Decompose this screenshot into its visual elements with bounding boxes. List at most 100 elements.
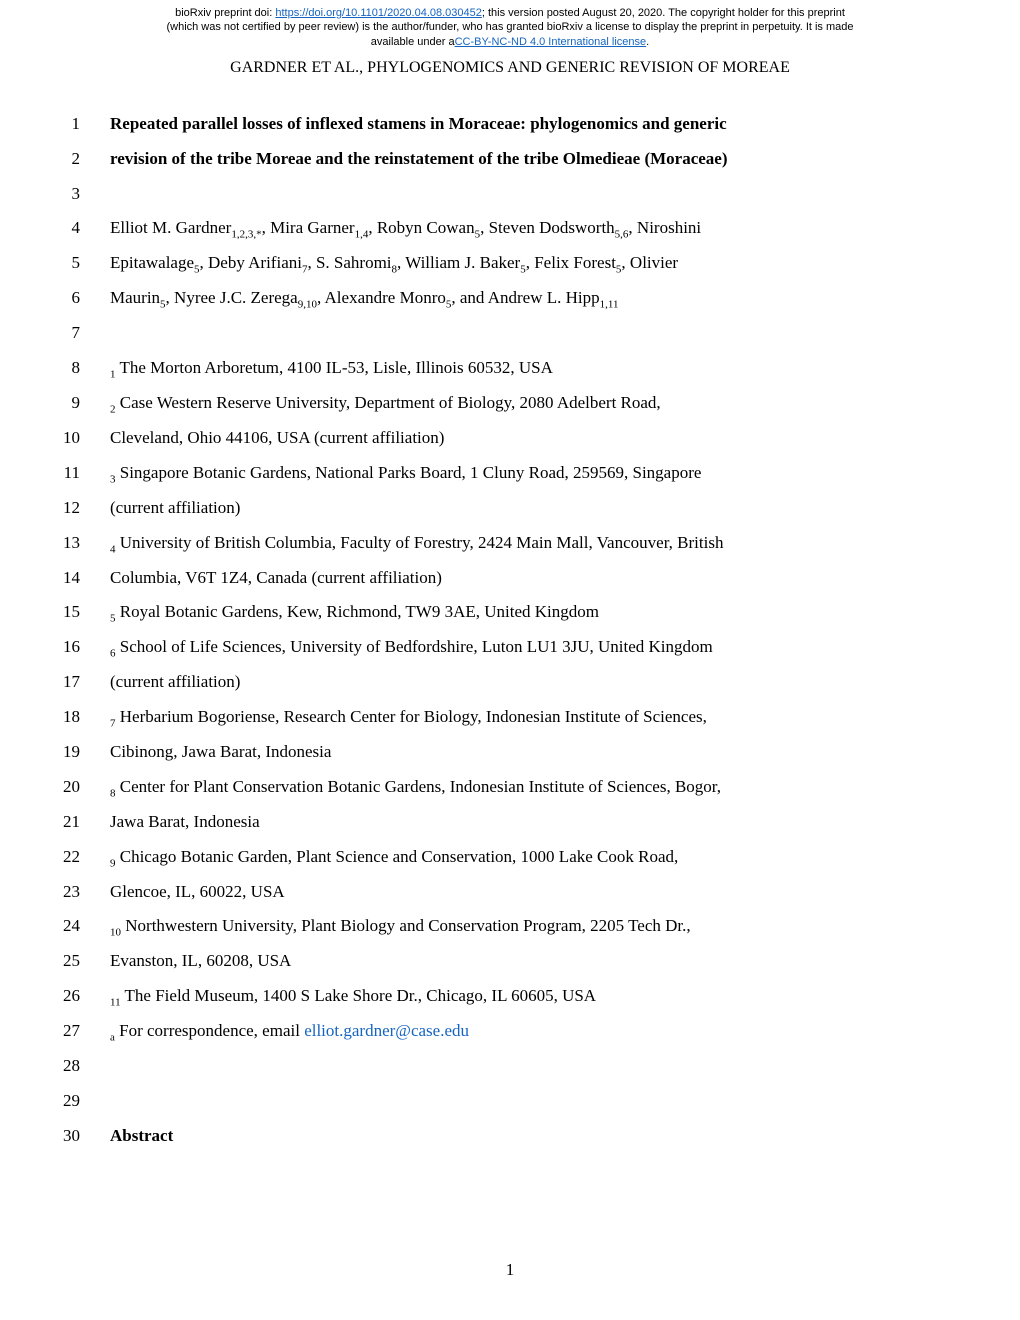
line-text: (current affiliation) [110, 665, 940, 700]
manuscript-line: 25Evanston, IL, 60208, USA [50, 944, 940, 979]
line-number: 12 [50, 491, 110, 526]
line-text [110, 1049, 940, 1084]
line-text: Columbia, V6T 1Z4, Canada (current affil… [110, 561, 940, 596]
manuscript-line: 12(current affiliation) [50, 491, 940, 526]
line-text [110, 177, 940, 212]
line-number: 22 [50, 840, 110, 875]
manuscript-line: 21Jawa Barat, Indonesia [50, 805, 940, 840]
manuscript-line: 23Glencoe, IL, 60022, USA [50, 875, 940, 910]
line-text: Maurin5, Nyree J.C. Zerega9,10, Alexandr… [110, 281, 940, 316]
line-number: 10 [50, 421, 110, 456]
line-text: Elliot M. Gardner1,2,3,*, Mira Garner1,4… [110, 211, 940, 246]
line-number: 6 [50, 281, 110, 316]
line-number: 30 [50, 1119, 110, 1154]
preprint-banner: bioRxiv preprint doi: https://doi.org/10… [0, 0, 1020, 51]
manuscript-line: 3 [50, 177, 940, 212]
line-text: 1 The Morton Arboretum, 4100 IL-53, Lisl… [110, 351, 940, 386]
line-number: 16 [50, 630, 110, 665]
line-text: 6 School of Life Sciences, University of… [110, 630, 940, 665]
line-text: 8 Center for Plant Conservation Botanic … [110, 770, 940, 805]
line-text: Evanston, IL, 60208, USA [110, 944, 940, 979]
manuscript-line: 5Epitawalage5, Deby Arifiani7, S. Sahrom… [50, 246, 940, 281]
line-text: 5 Royal Botanic Gardens, Kew, Richmond, … [110, 595, 940, 630]
line-number: 13 [50, 526, 110, 561]
manuscript-line: 2611 The Field Museum, 1400 S Lake Shore… [50, 979, 940, 1014]
line-number: 17 [50, 665, 110, 700]
manuscript-line: 27a For correspondence, email elliot.gar… [50, 1014, 940, 1049]
line-number: 3 [50, 177, 110, 212]
manuscript-body: 1Repeated parallel losses of inflexed st… [0, 107, 1020, 1154]
manuscript-line: 28 [50, 1049, 940, 1084]
manuscript-line: 81 The Morton Arboretum, 4100 IL-53, Lis… [50, 351, 940, 386]
preprint-text-pre: bioRxiv preprint doi: [175, 7, 275, 19]
manuscript-line: 2410 Northwestern University, Plant Biol… [50, 909, 940, 944]
line-number: 19 [50, 735, 110, 770]
line-text: 7 Herbarium Bogoriense, Research Center … [110, 700, 940, 735]
line-text: Jawa Barat, Indonesia [110, 805, 940, 840]
line-number: 23 [50, 875, 110, 910]
line-number: 28 [50, 1049, 110, 1084]
line-number: 24 [50, 909, 110, 944]
preprint-line3-pre: available under a [371, 36, 455, 48]
line-text: Cibinong, Jawa Barat, Indonesia [110, 735, 940, 770]
line-text [110, 1084, 940, 1119]
line-text: 2 Case Western Reserve University, Depar… [110, 386, 940, 421]
line-text: Repeated parallel losses of inflexed sta… [110, 107, 940, 142]
manuscript-line: 166 School of Life Sciences, University … [50, 630, 940, 665]
preprint-line3-post: . [646, 36, 649, 48]
preprint-text-post: ; this version posted August 20, 2020. T… [482, 7, 845, 19]
line-number: 4 [50, 211, 110, 246]
line-number: 15 [50, 595, 110, 630]
line-text: revision of the tribe Moreae and the rei… [110, 142, 940, 177]
line-number: 14 [50, 561, 110, 596]
line-text: Cleveland, Ohio 44106, USA (current affi… [110, 421, 940, 456]
manuscript-line: 17(current affiliation) [50, 665, 940, 700]
line-number: 8 [50, 351, 110, 386]
line-number: 18 [50, 700, 110, 735]
line-text: Epitawalage5, Deby Arifiani7, S. Sahromi… [110, 246, 940, 281]
line-text [110, 316, 940, 351]
manuscript-line: 7 [50, 316, 940, 351]
line-text: 11 The Field Museum, 1400 S Lake Shore D… [110, 979, 940, 1014]
manuscript-line: 229 Chicago Botanic Garden, Plant Scienc… [50, 840, 940, 875]
line-number: 11 [50, 456, 110, 491]
line-number: 29 [50, 1084, 110, 1119]
line-number: 2 [50, 142, 110, 177]
line-text: 3 Singapore Botanic Gardens, National Pa… [110, 456, 940, 491]
manuscript-line: 30Abstract [50, 1119, 940, 1154]
line-number: 25 [50, 944, 110, 979]
manuscript-line: 6Maurin5, Nyree J.C. Zerega9,10, Alexand… [50, 281, 940, 316]
manuscript-line: 92 Case Western Reserve University, Depa… [50, 386, 940, 421]
line-text: (current affiliation) [110, 491, 940, 526]
line-number: 27 [50, 1014, 110, 1049]
line-text: Abstract [110, 1119, 940, 1154]
manuscript-line: 208 Center for Plant Conservation Botani… [50, 770, 940, 805]
license-link[interactable]: CC-BY-NC-ND 4.0 International license [455, 36, 647, 48]
line-text: a For correspondence, email elliot.gardn… [110, 1014, 940, 1049]
line-text: Glencoe, IL, 60022, USA [110, 875, 940, 910]
line-number: 1 [50, 107, 110, 142]
manuscript-line: 2revision of the tribe Moreae and the re… [50, 142, 940, 177]
manuscript-line: 29 [50, 1084, 940, 1119]
manuscript-line: 1Repeated parallel losses of inflexed st… [50, 107, 940, 142]
line-number: 26 [50, 979, 110, 1014]
line-number: 9 [50, 386, 110, 421]
line-text: 4 University of British Columbia, Facult… [110, 526, 940, 561]
line-text: 9 Chicago Botanic Garden, Plant Science … [110, 840, 940, 875]
manuscript-line: 134 University of British Columbia, Facu… [50, 526, 940, 561]
running-head: GARDNER ET AL., PHYLOGENOMICS AND GENERI… [0, 51, 1020, 107]
line-number: 7 [50, 316, 110, 351]
manuscript-line: 4Elliot M. Gardner1,2,3,*, Mira Garner1,… [50, 211, 940, 246]
line-number: 5 [50, 246, 110, 281]
manuscript-line: 113 Singapore Botanic Gardens, National … [50, 456, 940, 491]
manuscript-line: 187 Herbarium Bogoriense, Research Cente… [50, 700, 940, 735]
manuscript-line: 19Cibinong, Jawa Barat, Indonesia [50, 735, 940, 770]
page-number: 1 [0, 1260, 1020, 1280]
manuscript-line: 14Columbia, V6T 1Z4, Canada (current aff… [50, 561, 940, 596]
doi-link[interactable]: https://doi.org/10.1101/2020.04.08.03045… [275, 7, 482, 19]
line-text: 10 Northwestern University, Plant Biolog… [110, 909, 940, 944]
manuscript-line: 10Cleveland, Ohio 44106, USA (current af… [50, 421, 940, 456]
line-number: 20 [50, 770, 110, 805]
preprint-line2: (which was not certified by peer review)… [166, 21, 853, 33]
manuscript-line: 155 Royal Botanic Gardens, Kew, Richmond… [50, 595, 940, 630]
